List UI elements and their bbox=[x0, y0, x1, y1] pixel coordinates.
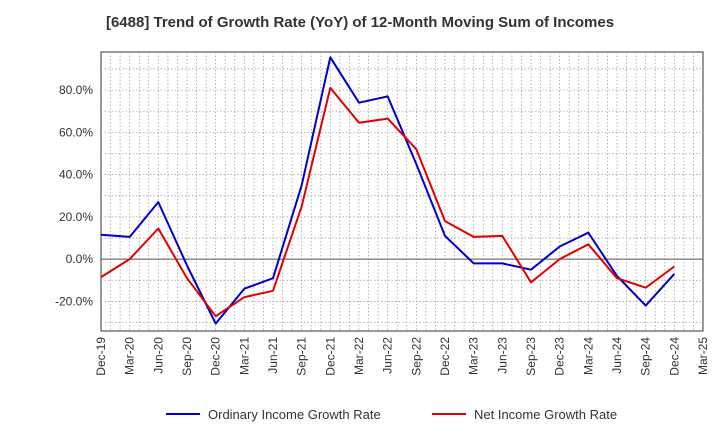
chart-title: [6488] Trend of Growth Rate (YoY) of 12-… bbox=[105, 14, 615, 31]
y-tick-label: 60.0% bbox=[59, 125, 93, 139]
x-tick-label: Mar-20 bbox=[123, 337, 137, 375]
x-tick-label: Sep-23 bbox=[524, 337, 538, 376]
y-tick-label: -20.0% bbox=[55, 294, 93, 308]
y-tick-label: 20.0% bbox=[59, 210, 93, 224]
x-tick-label: Jun-21 bbox=[266, 337, 280, 374]
x-tick-label: Dec-24 bbox=[667, 337, 681, 376]
plot-area bbox=[100, 51, 704, 332]
x-tick-label: Mar-21 bbox=[237, 337, 251, 375]
x-tick-label: Dec-20 bbox=[209, 337, 223, 376]
x-tick-label: Dec-22 bbox=[438, 337, 452, 376]
legend-label: Net Income Growth Rate bbox=[474, 407, 617, 422]
x-tick-label: Dec-19 bbox=[94, 337, 108, 376]
x-tick-label: Sep-21 bbox=[295, 337, 309, 376]
y-tick-label: 40.0% bbox=[59, 168, 93, 182]
x-tick-label: Dec-23 bbox=[553, 337, 567, 376]
legend-label: Ordinary Income Growth Rate bbox=[208, 407, 381, 422]
x-tick-label: Mar-22 bbox=[352, 337, 366, 375]
series-line bbox=[100, 86, 675, 318]
y-tick-label: 80.0% bbox=[59, 83, 93, 97]
x-tick-label: Sep-24 bbox=[639, 337, 653, 376]
x-tick-label: Mar-23 bbox=[467, 337, 481, 375]
x-tick-label: Dec-21 bbox=[323, 337, 337, 376]
x-tick-label: Jun-24 bbox=[610, 337, 624, 374]
x-tick-label: Jun-23 bbox=[495, 337, 509, 374]
x-tick-label: Mar-24 bbox=[581, 337, 595, 375]
y-tick-label: 0.0% bbox=[66, 252, 94, 266]
series-line bbox=[100, 56, 676, 325]
x-tick-label: Mar-25 bbox=[696, 337, 710, 375]
x-tick-label: Jun-22 bbox=[381, 337, 395, 374]
x-tick-label: Sep-20 bbox=[180, 337, 194, 376]
x-tick-label: Sep-22 bbox=[409, 337, 423, 376]
x-tick-label: Jun-20 bbox=[151, 337, 165, 374]
